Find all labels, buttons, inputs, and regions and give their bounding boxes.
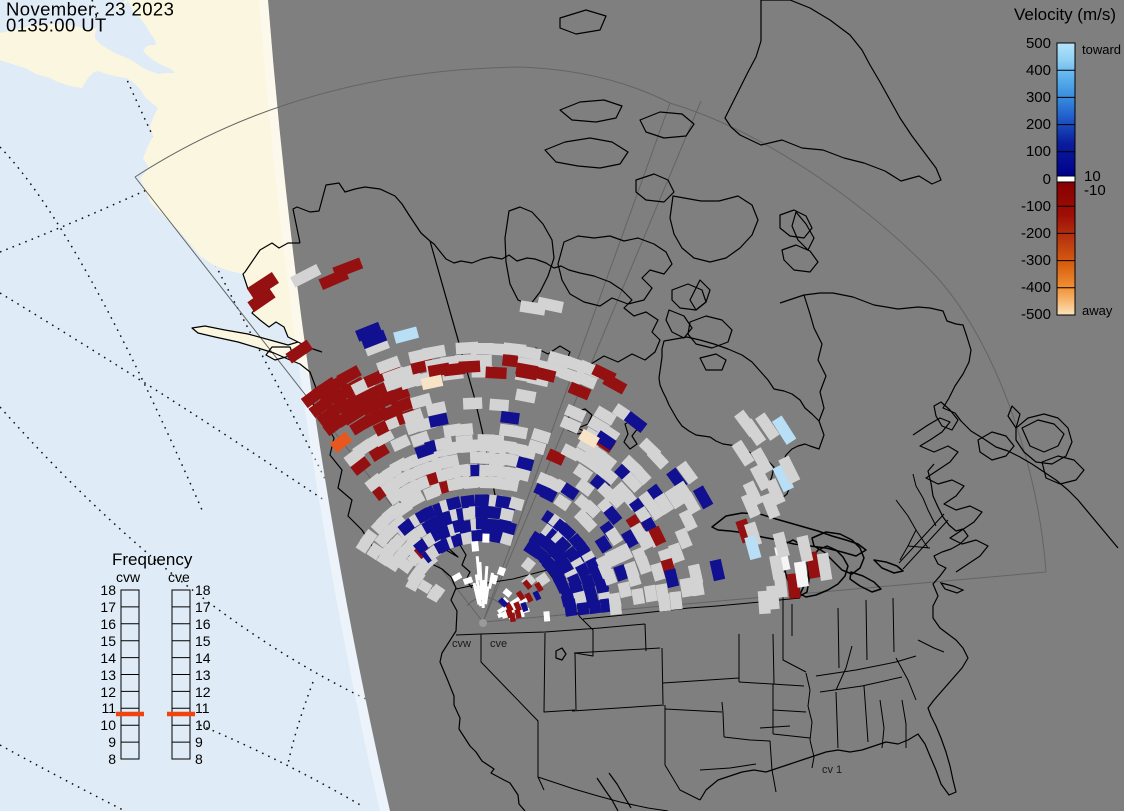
svg-text:12: 12 — [195, 684, 211, 700]
svg-text:10: 10 — [100, 717, 116, 733]
svg-text:300: 300 — [1026, 89, 1051, 106]
svg-text:11: 11 — [101, 700, 116, 716]
svg-text:cvw: cvw — [452, 638, 471, 650]
svg-text:17: 17 — [100, 599, 116, 615]
svg-text:toward: toward — [1082, 42, 1121, 57]
svg-text:14: 14 — [100, 650, 116, 666]
svg-text:100: 100 — [1026, 143, 1051, 160]
svg-text:-500: -500 — [1021, 306, 1051, 323]
svg-text:16: 16 — [100, 616, 116, 632]
svg-text:-100: -100 — [1021, 198, 1051, 215]
svg-text:0135:00 UT: 0135:00 UT — [6, 15, 107, 36]
svg-text:400: 400 — [1026, 62, 1051, 79]
svg-text:0: 0 — [1043, 171, 1051, 188]
svg-text:18: 18 — [195, 582, 211, 598]
svg-text:200: 200 — [1026, 116, 1051, 133]
svg-text:-10: -10 — [1084, 182, 1106, 199]
svg-text:-400: -400 — [1021, 279, 1051, 296]
svg-text:away: away — [1082, 303, 1113, 318]
svg-text:8: 8 — [108, 751, 116, 767]
svg-text:17: 17 — [195, 599, 211, 615]
svg-text:10: 10 — [1084, 168, 1101, 185]
svg-text:14: 14 — [195, 650, 211, 666]
svg-text:cve: cve — [490, 638, 507, 650]
svg-text:9: 9 — [195, 734, 203, 750]
svg-text:cv 1: cv 1 — [822, 764, 842, 776]
svg-text:16: 16 — [195, 616, 211, 632]
svg-text:15: 15 — [100, 633, 116, 649]
svg-text:500: 500 — [1026, 35, 1051, 52]
svg-text:cvw: cvw — [116, 569, 141, 585]
svg-text:15: 15 — [195, 633, 211, 649]
svg-text:8: 8 — [195, 751, 203, 767]
svg-text:-300: -300 — [1021, 252, 1051, 269]
svg-text:cve: cve — [168, 569, 190, 585]
svg-text:9: 9 — [108, 734, 116, 750]
svg-text:Frequency: Frequency — [112, 550, 193, 569]
svg-text:18: 18 — [100, 582, 116, 598]
svg-text:13: 13 — [195, 667, 211, 683]
svg-text:13: 13 — [100, 667, 116, 683]
svg-text:12: 12 — [100, 684, 116, 700]
svg-text:11: 11 — [195, 700, 210, 716]
svg-text:November, 23 2023: November, 23 2023 — [6, 0, 174, 20]
svg-text:Velocity (m/s): Velocity (m/s) — [1014, 5, 1116, 24]
svg-text:-200: -200 — [1021, 225, 1051, 242]
svg-text:10: 10 — [195, 717, 211, 733]
